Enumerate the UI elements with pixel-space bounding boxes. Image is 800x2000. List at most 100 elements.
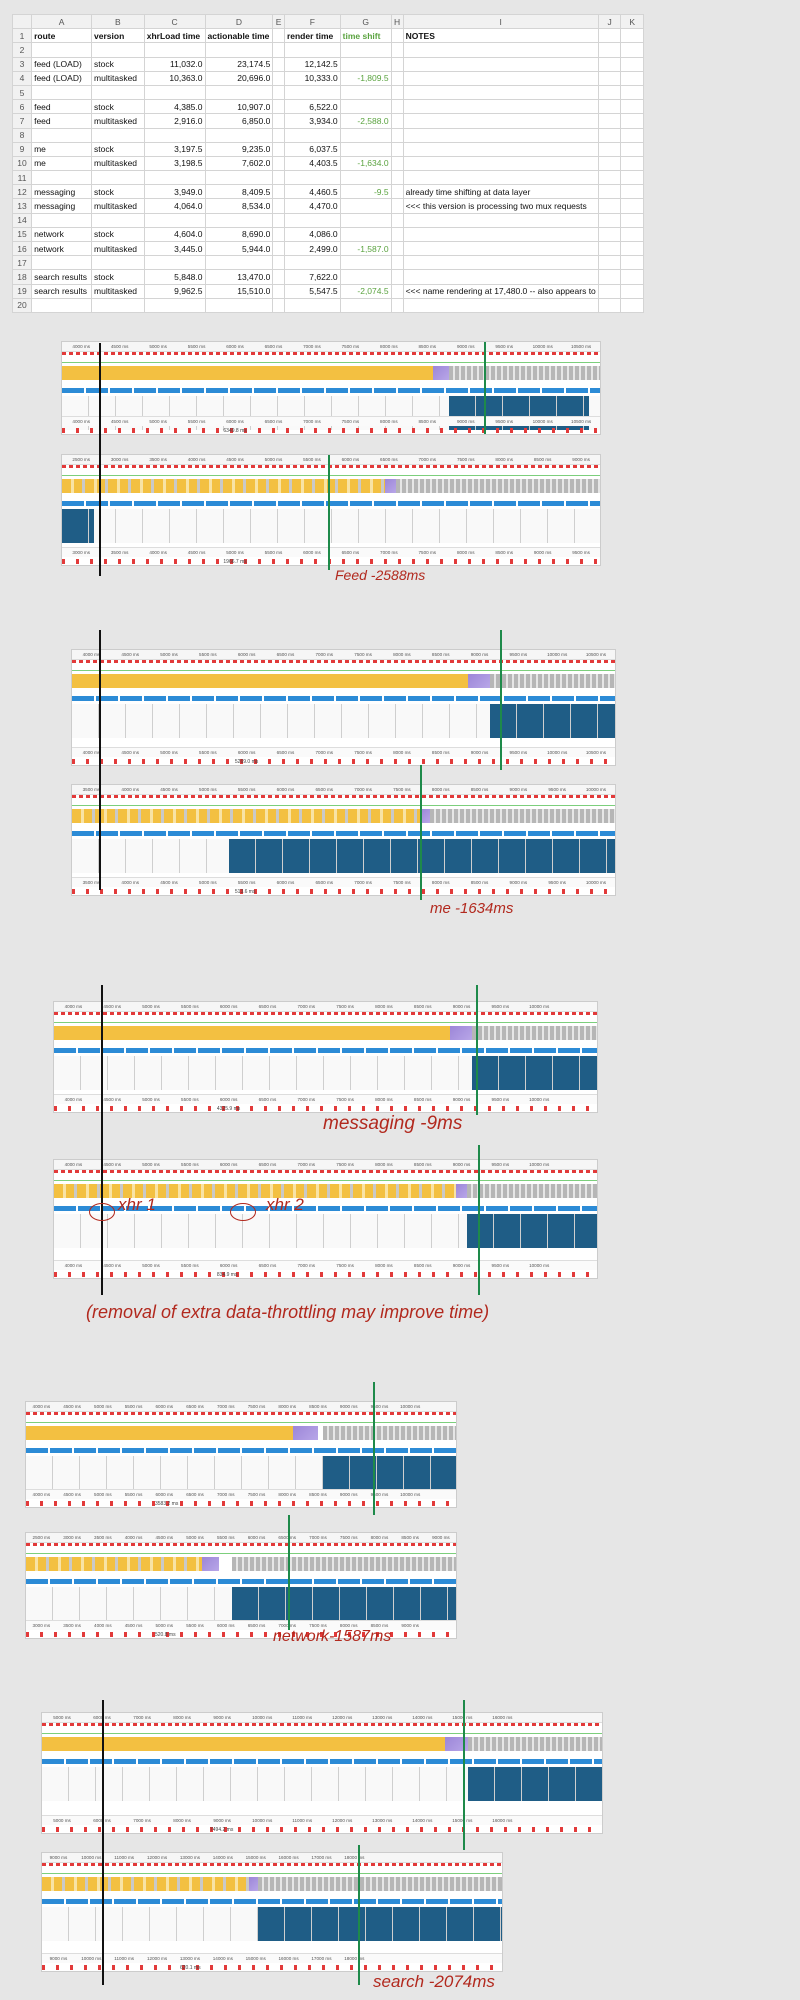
- cell-f[interactable]: [283, 84, 341, 101]
- cell-c[interactable]: 11,032.0: [143, 56, 206, 72]
- cell-j[interactable]: [597, 141, 622, 157]
- row-number[interactable]: 10: [11, 155, 33, 172]
- cell-j[interactable]: [597, 127, 622, 143]
- cell-e[interactable]: [272, 283, 285, 299]
- row-number[interactable]: 4: [11, 70, 33, 86]
- row-number[interactable]: 17: [11, 255, 33, 271]
- cell-e[interactable]: [272, 141, 285, 157]
- cell-a[interactable]: [31, 42, 93, 58]
- cell-i[interactable]: <<< name rendering at 17,480.0 -- also a…: [402, 283, 599, 299]
- cell-k[interactable]: [620, 42, 644, 58]
- cell-i[interactable]: already time shifting at data layer: [402, 184, 599, 200]
- cell-g[interactable]: -1,809.5: [339, 70, 392, 86]
- cell-f[interactable]: 4,403.5: [283, 155, 341, 172]
- column-header[interactable]: J: [597, 13, 622, 30]
- cell-a[interactable]: route: [31, 28, 93, 44]
- cell-h[interactable]: [390, 42, 404, 58]
- cell-g[interactable]: [339, 42, 392, 58]
- cell-d[interactable]: 10,907.0: [204, 99, 274, 115]
- cell-j[interactable]: [597, 170, 622, 186]
- row-number[interactable]: 13: [11, 198, 33, 214]
- cell-f[interactable]: render time: [283, 28, 341, 44]
- cell-h[interactable]: [390, 113, 404, 129]
- cell-i[interactable]: [402, 255, 599, 271]
- cell-e[interactable]: [272, 155, 285, 172]
- cell-d[interactable]: [204, 170, 274, 186]
- cell-b[interactable]: stock: [91, 141, 145, 157]
- cell-g[interactable]: [339, 226, 392, 243]
- cell-j[interactable]: [597, 70, 622, 86]
- cell-i[interactable]: [402, 84, 599, 101]
- cell-b[interactable]: [91, 212, 145, 228]
- cell-i[interactable]: [402, 42, 599, 58]
- cell-i[interactable]: <<< this version is processing two mux r…: [402, 198, 599, 214]
- cell-c[interactable]: [143, 84, 206, 101]
- cell-h[interactable]: [390, 226, 404, 243]
- cell-f[interactable]: 3,934.0: [283, 113, 341, 129]
- cell-c[interactable]: [143, 42, 206, 58]
- cell-d[interactable]: 6,850.0: [204, 113, 274, 129]
- cell-g[interactable]: [339, 84, 392, 101]
- row-number[interactable]: 15: [11, 226, 33, 243]
- column-header[interactable]: C: [143, 13, 206, 30]
- cell-f[interactable]: 4,460.5: [283, 184, 341, 200]
- cell-e[interactable]: [272, 226, 285, 243]
- cell-b[interactable]: stock: [91, 99, 145, 115]
- cell-f[interactable]: 12,142.5: [283, 56, 341, 72]
- cell-h[interactable]: [390, 70, 404, 86]
- cell-k[interactable]: [620, 113, 644, 129]
- cell-c[interactable]: [143, 255, 206, 271]
- row-number[interactable]: 14: [11, 212, 33, 228]
- cell-g[interactable]: [339, 99, 392, 115]
- cell-c[interactable]: 3,445.0: [143, 240, 206, 257]
- cell-j[interactable]: [597, 212, 622, 228]
- cell-b[interactable]: [91, 42, 145, 58]
- column-header[interactable]: I: [402, 13, 599, 30]
- cell-c[interactable]: 3,197.5: [143, 141, 206, 157]
- cell-b[interactable]: multitasked: [91, 155, 145, 172]
- cell-g[interactable]: -9.5: [339, 184, 392, 200]
- cell-e[interactable]: [272, 212, 285, 228]
- cell-g[interactable]: [339, 269, 392, 285]
- cell-a[interactable]: [31, 127, 93, 143]
- cell-e[interactable]: [272, 170, 285, 186]
- cell-e[interactable]: [272, 28, 285, 44]
- cell-i[interactable]: [402, 99, 599, 115]
- cell-b[interactable]: stock: [91, 269, 145, 285]
- cell-h[interactable]: [390, 141, 404, 157]
- cell-b[interactable]: multitasked: [91, 198, 145, 214]
- cell-k[interactable]: [620, 255, 644, 271]
- column-header[interactable]: K: [620, 13, 644, 30]
- cell-a[interactable]: me: [31, 155, 93, 172]
- cell-f[interactable]: [283, 170, 341, 186]
- cell-i[interactable]: [402, 240, 599, 257]
- cell-f[interactable]: [283, 255, 341, 271]
- cell-a[interactable]: me: [31, 141, 93, 157]
- row-number[interactable]: 8: [11, 127, 33, 143]
- row-number[interactable]: 19: [11, 283, 33, 299]
- column-header[interactable]: H: [390, 13, 404, 30]
- cell-g[interactable]: -1,587.0: [339, 240, 392, 257]
- cell-d[interactable]: actionable time: [204, 28, 274, 44]
- cell-i[interactable]: [402, 155, 599, 172]
- cell-j[interactable]: [597, 283, 622, 299]
- cell-h[interactable]: [390, 127, 404, 143]
- cell-k[interactable]: [620, 283, 644, 299]
- cell-i[interactable]: [402, 170, 599, 186]
- column-header[interactable]: E: [272, 13, 285, 30]
- cell-f[interactable]: [283, 212, 341, 228]
- cell-d[interactable]: 15,510.0: [204, 283, 274, 299]
- cell-g[interactable]: [339, 141, 392, 157]
- cell-k[interactable]: [620, 28, 644, 44]
- cell-j[interactable]: [597, 269, 622, 285]
- cell-e[interactable]: [272, 297, 285, 313]
- row-number[interactable]: 16: [11, 240, 33, 257]
- cell-a[interactable]: feed (LOAD): [31, 70, 93, 86]
- cell-h[interactable]: [390, 84, 404, 101]
- cell-a[interactable]: [31, 84, 93, 101]
- cell-e[interactable]: [272, 42, 285, 58]
- cell-c[interactable]: 9,962.5: [143, 283, 206, 299]
- cell-k[interactable]: [620, 212, 644, 228]
- cell-d[interactable]: [204, 84, 274, 101]
- cell-d[interactable]: [204, 212, 274, 228]
